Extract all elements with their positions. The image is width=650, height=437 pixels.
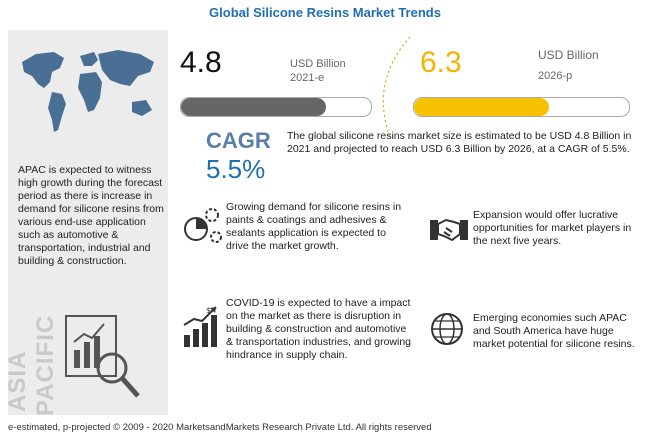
stat-2021-bar-fill — [181, 98, 326, 116]
footer-note: e-estimated, p-projected © 2009 - 2020 M… — [8, 422, 432, 433]
globe-icon — [429, 311, 465, 347]
svg-text:$: $ — [206, 306, 211, 315]
handshake-icon — [428, 206, 470, 248]
cagr-value: 5.5% — [206, 154, 266, 184]
gears-pie-chart-icon — [180, 203, 224, 247]
card-text-expansion: Expansion would offer lucrative opportun… — [473, 209, 632, 247]
page-title: Global Silicone Resins Market Trends — [209, 5, 441, 20]
card-text-covid: COVID-19 is expected to have a impact on… — [226, 297, 412, 361]
stat-2021-bar-track — [180, 97, 372, 117]
apac-description: APAC is expected to witness high growth … — [18, 164, 164, 267]
cagr-label: CAGR — [206, 128, 271, 153]
region-word-pacific: PACIFIC — [32, 314, 59, 416]
stat-2026-bar-fill — [414, 98, 549, 116]
stat-2021-unit: USD Billion — [290, 58, 346, 70]
card-text-growing-demand: Growing demand for silicone resins in pa… — [226, 201, 402, 252]
card-text-emerging-economies: Emerging economies such APAC and South A… — [473, 312, 635, 350]
stat-2021-value: 4.8 — [180, 46, 222, 79]
bar-chart-growth-icon: $ — [182, 305, 222, 349]
region-label: ASIA PACIFIC — [0, 300, 60, 418]
world-map-icon — [14, 40, 164, 150]
chart-magnifier-icon — [62, 312, 142, 404]
dotted-curve — [360, 32, 420, 142]
market-summary: The global silicone resins market size i… — [287, 130, 632, 155]
stat-2026-unit: USD Billion — [538, 48, 599, 62]
stat-2026-bar-track — [413, 97, 630, 117]
stat-2021-year: 2021-e — [290, 72, 325, 84]
region-word-asia: ASIA — [4, 350, 31, 412]
stat-2026-value: 6.3 — [420, 46, 462, 79]
stat-2026-year: 2026-p — [538, 70, 573, 82]
